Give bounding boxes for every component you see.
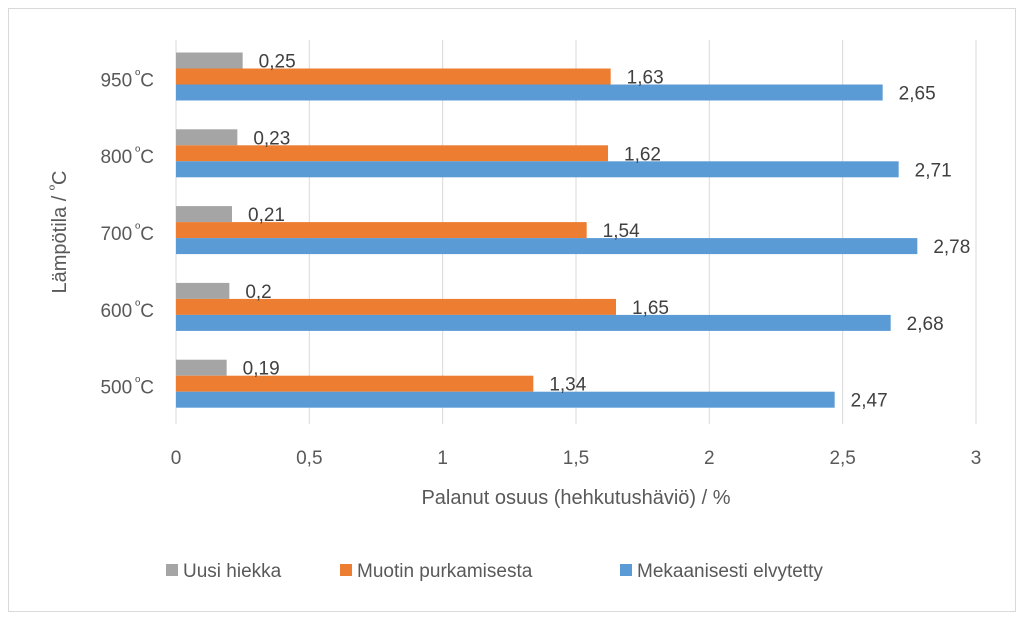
data-label: 1,54	[603, 221, 640, 242]
x-tick-label: 2,5	[829, 448, 855, 469]
bar-uusi-hiekka-2	[176, 206, 232, 223]
bar-muotin-purkamisesta-2	[176, 222, 587, 239]
x-tick-label: 1	[437, 448, 448, 469]
x-tick-label: 0,5	[296, 448, 322, 469]
bar-muotin-purkamisesta-1	[176, 298, 616, 315]
data-label: 2,65	[899, 84, 936, 105]
data-label: 1,62	[624, 144, 661, 165]
data-labels: 0,19 1,34 2,47 0,2 1,65 2,68 0,21 1,54 2,78 0,23 1…	[243, 52, 971, 412]
bar-mekaanisesti-elvytetty-2	[176, 238, 918, 255]
bar-uusi-hiekka-0	[176, 359, 227, 376]
bar-muotin-purkamisesta-4	[176, 68, 611, 85]
data-label: 1,63	[627, 68, 664, 89]
x-tick-label: 3	[971, 448, 982, 469]
legend-label: Uusi hiekka	[183, 561, 282, 582]
legend: Uusi hiekka Muotin purkamisesta Mekaanises…	[166, 561, 823, 582]
bar-muotin-purkamisesta-0	[176, 375, 534, 392]
bar-muotin-purkamisesta-3	[176, 145, 608, 162]
data-label: 2,68	[907, 314, 944, 335]
x-tick-label: 0	[171, 448, 182, 469]
data-label: 1,65	[632, 298, 669, 319]
x-tick-label: 1,5	[563, 448, 589, 469]
y-tick-label: 800 ºC	[100, 143, 154, 168]
y-tick-labels: 500 ºC 600 ºC 700 ºC 800 ºC 950 ºC	[100, 66, 154, 398]
bar-mekaanisesti-elvytetty-3	[176, 161, 899, 178]
y-axis-title: Lämpötila / ºC	[46, 171, 71, 294]
legend-swatch	[620, 564, 632, 576]
y-tick-label: 950 ºC	[100, 66, 154, 91]
y-tick-label: 700 ºC	[100, 220, 154, 245]
data-label: 1,34	[549, 375, 586, 396]
bar-mekaanisesti-elvytetty-1	[176, 314, 891, 331]
x-axis-title: Palanut osuus (hehkutushäviö) / %	[421, 487, 730, 509]
legend-swatch	[166, 564, 178, 576]
data-label: 2,78	[933, 237, 970, 258]
legend-label: Muotin purkamisesta	[357, 561, 533, 582]
x-tick-label: 2	[704, 448, 715, 469]
data-label: 0,23	[253, 128, 290, 149]
bar-mekaanisesti-elvytetty-4	[176, 84, 883, 101]
data-label: 2,47	[851, 391, 888, 412]
x-tick-labels: 0 0,5 1 1,5 2 2,5 3	[171, 448, 982, 469]
bar-mekaanisesti-elvytetty-0	[176, 391, 835, 408]
data-label: 2,71	[915, 160, 952, 181]
bar-uusi-hiekka-3	[176, 129, 238, 146]
bars	[176, 52, 918, 408]
data-label: 0,25	[259, 52, 296, 73]
legend-label: Mekaanisesti elvytetty	[637, 561, 823, 582]
y-tick-label: 500 ºC	[100, 374, 154, 399]
data-label: 0,19	[243, 359, 280, 380]
bar-uusi-hiekka-4	[176, 52, 243, 69]
bar-uusi-hiekka-1	[176, 282, 230, 299]
legend-swatch	[340, 564, 352, 576]
data-label: 0,21	[248, 205, 285, 226]
data-label: 0,2	[245, 282, 271, 303]
y-tick-label: 600 ºC	[100, 297, 154, 322]
